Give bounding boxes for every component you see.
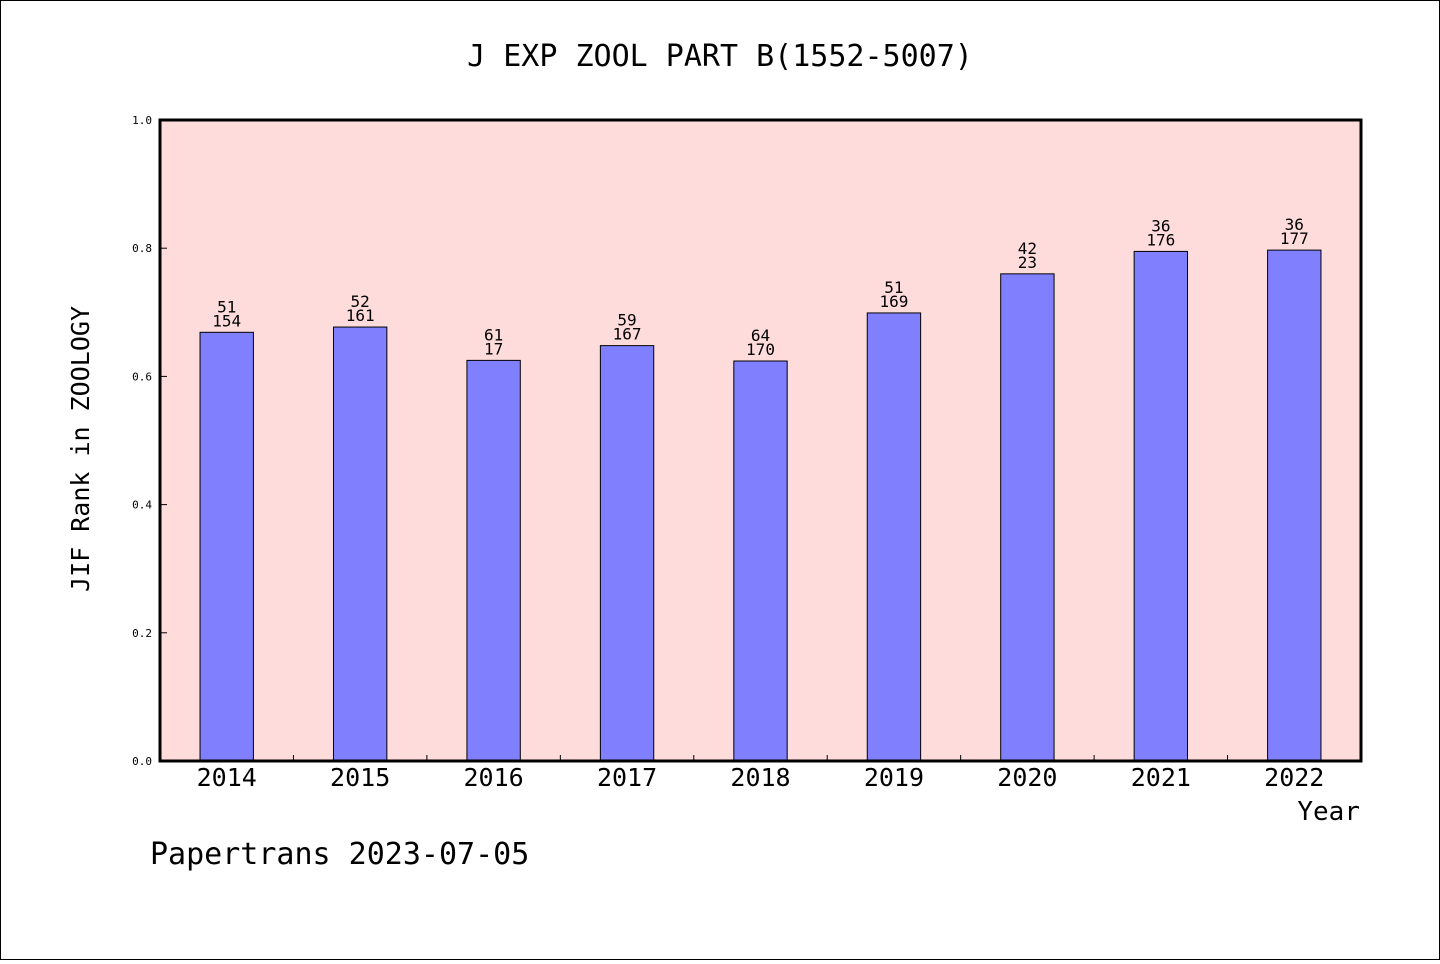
bar-2022 xyxy=(1267,249,1322,762)
bar-2019 xyxy=(866,312,922,762)
x-tick-label: 2015 xyxy=(330,763,390,792)
bar-label-top: 59 xyxy=(617,311,636,330)
y-tick-label: 0.6 xyxy=(132,370,152,383)
x-tick-label: 2018 xyxy=(730,763,790,792)
x-tick-label: 2020 xyxy=(997,763,1057,792)
x-tick-label: 2016 xyxy=(464,763,524,792)
bar-label-top: 61 xyxy=(484,325,503,344)
bar-label-top: 51 xyxy=(884,278,903,297)
bar-2018 xyxy=(733,360,788,762)
y-tick-label: 0.8 xyxy=(132,242,152,255)
x-tick-label: 2021 xyxy=(1131,763,1191,792)
y-axis: 0.0 0.2 0.4 0.6 0.8 1.0 xyxy=(132,114,167,768)
y-axis-label: JIF Rank in ZOOLOGY xyxy=(66,306,95,592)
bar-label-top: 36 xyxy=(1285,215,1304,234)
bar-2016 xyxy=(466,359,521,762)
x-tick-label: 2014 xyxy=(197,763,257,792)
y-tick-label: 0.2 xyxy=(132,627,152,640)
bar-2020 xyxy=(1000,273,1055,762)
x-tick-label: 2019 xyxy=(864,763,924,792)
bar-label-bottom: 161 xyxy=(346,306,375,325)
bar-label-top: 36 xyxy=(1151,216,1170,235)
bar-label-bottom: 167 xyxy=(613,325,642,344)
x-axis-label: Year xyxy=(1297,797,1360,827)
bar-label-top: 42 xyxy=(1018,239,1037,258)
bar-label-bottom: 177 xyxy=(1280,229,1309,248)
x-tick-label: 2022 xyxy=(1264,763,1324,792)
bar-2015 xyxy=(332,326,388,762)
bar-label-bottom: 170 xyxy=(746,340,775,359)
plot-frame xyxy=(158,118,1363,763)
bar-2014 xyxy=(199,331,254,762)
bar-label-bottom: 169 xyxy=(879,292,908,311)
bar-label-top: 51 xyxy=(217,297,236,316)
bar-label-bottom: 154 xyxy=(212,311,241,330)
y-tick-label: 0.4 xyxy=(132,499,152,512)
bar-label-top: 52 xyxy=(351,292,370,311)
chart-title: J EXP ZOOL PART B(1552-5007) xyxy=(467,39,973,74)
y-tick-label: 1.0 xyxy=(132,114,152,127)
bar-label-bottom: 23 xyxy=(1018,253,1037,272)
bar-2021 xyxy=(1133,250,1189,762)
bar-label-bottom: 17 xyxy=(484,339,503,358)
y-tick-label: 0.0 xyxy=(132,755,152,768)
watermark: Papertrans 2023-07-05 xyxy=(150,837,529,872)
x-tick-label: 2017 xyxy=(597,763,657,792)
x-axis: 2014 2015 2016 2017 2018 2019 2020 2021 2022 xyxy=(197,755,1324,792)
bar-2017 xyxy=(599,345,655,762)
bars-group xyxy=(199,249,1322,762)
bar-label-bottom: 176 xyxy=(1146,230,1175,249)
bar-label-top: 64 xyxy=(751,326,770,345)
